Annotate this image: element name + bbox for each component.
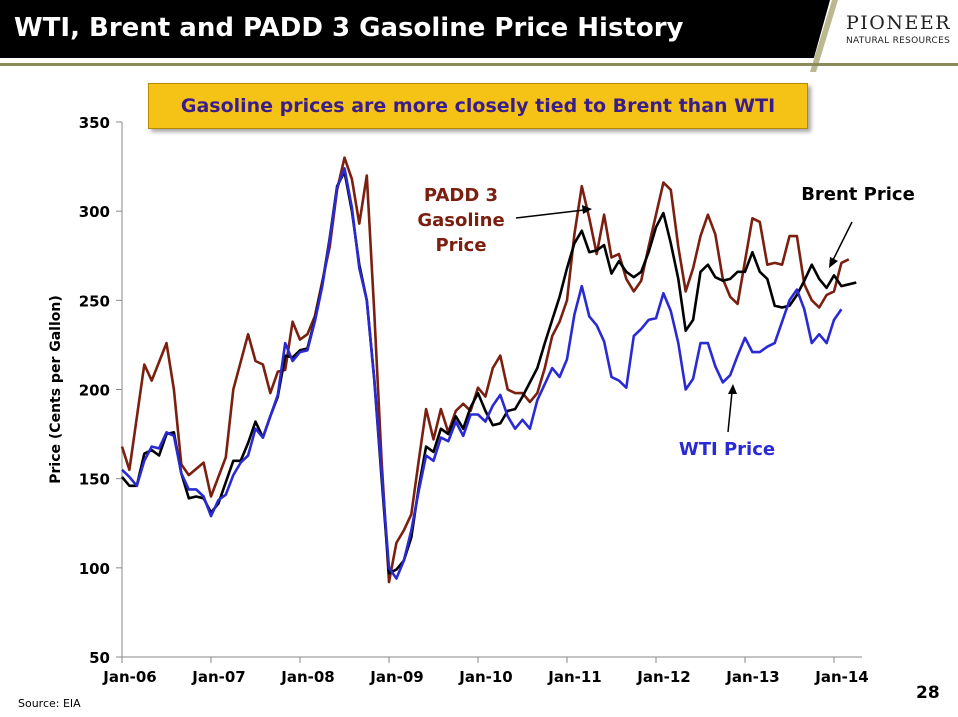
- header-rule: [0, 63, 958, 66]
- y-axis-label: Price (Cents per Gallon): [48, 295, 64, 483]
- source-note: Source: EIA: [18, 697, 81, 710]
- y-tick-label: 300: [79, 203, 110, 221]
- brent-arrowhead: [829, 257, 838, 268]
- padd3-annotation-line-3: Price: [435, 235, 486, 256]
- x-tick-label: Jan-09: [369, 668, 423, 686]
- padd3-arrowhead: [582, 205, 592, 214]
- x-tick-label: Jan-13: [725, 668, 779, 686]
- x-tick-label: Jan-07: [191, 668, 245, 686]
- y-tick-label: 200: [79, 382, 110, 400]
- chart-annotations: PADD 3 Gasoline Price Brent Price WTI Pr…: [417, 184, 914, 460]
- x-tick-label: Jan-12: [636, 668, 690, 686]
- y-tick-label: 150: [79, 471, 110, 489]
- slide-title: WTI, Brent and PADD 3 Gasoline Price His…: [14, 13, 684, 43]
- y-tick-label: 50: [89, 649, 110, 667]
- wti-series-line: [121, 167, 843, 580]
- padd3-annotation-line-2: Gasoline: [417, 210, 504, 231]
- title-bar: WTI, Brent and PADD 3 Gasoline Price His…: [0, 0, 958, 58]
- x-tick-label: Jan-11: [547, 668, 601, 686]
- x-tick-label: Jan-10: [458, 668, 512, 686]
- y-tick-label: 250: [79, 292, 110, 310]
- brent-annotation: Brent Price: [801, 184, 915, 205]
- x-tick-label: Jan-06: [102, 668, 156, 686]
- padd3-series-line: [120, 156, 850, 584]
- logo-background: [810, 0, 958, 72]
- x-tick-label: Jan-08: [280, 668, 334, 686]
- wti-annotation-arrow: [727, 391, 733, 433]
- padd3-annotation-arrow: [515, 209, 585, 219]
- wti-arrowhead: [728, 384, 737, 394]
- wti-annotation: WTI Price: [679, 439, 775, 460]
- brent-series-line: [121, 170, 857, 575]
- x-tick-label: Jan-14: [814, 668, 868, 686]
- logo-subtitle: NATURAL RESOURCES: [846, 36, 951, 46]
- y-tick-label: 100: [79, 560, 110, 578]
- brent-annotation-arrow: [832, 221, 853, 261]
- chart-axes: 50 100 150 200 250 300 350 Jan-06 Jan-07 Jan-08 Ja…: [48, 114, 869, 686]
- y-tick-label: 350: [79, 114, 110, 132]
- callout-box: Gasoline prices are more closely tied to…: [148, 83, 808, 129]
- chart-series: [120, 156, 857, 584]
- padd3-annotation-line-1: PADD 3: [424, 185, 498, 206]
- logo-name: PIONEER: [846, 12, 952, 34]
- page-number: 28: [916, 683, 940, 703]
